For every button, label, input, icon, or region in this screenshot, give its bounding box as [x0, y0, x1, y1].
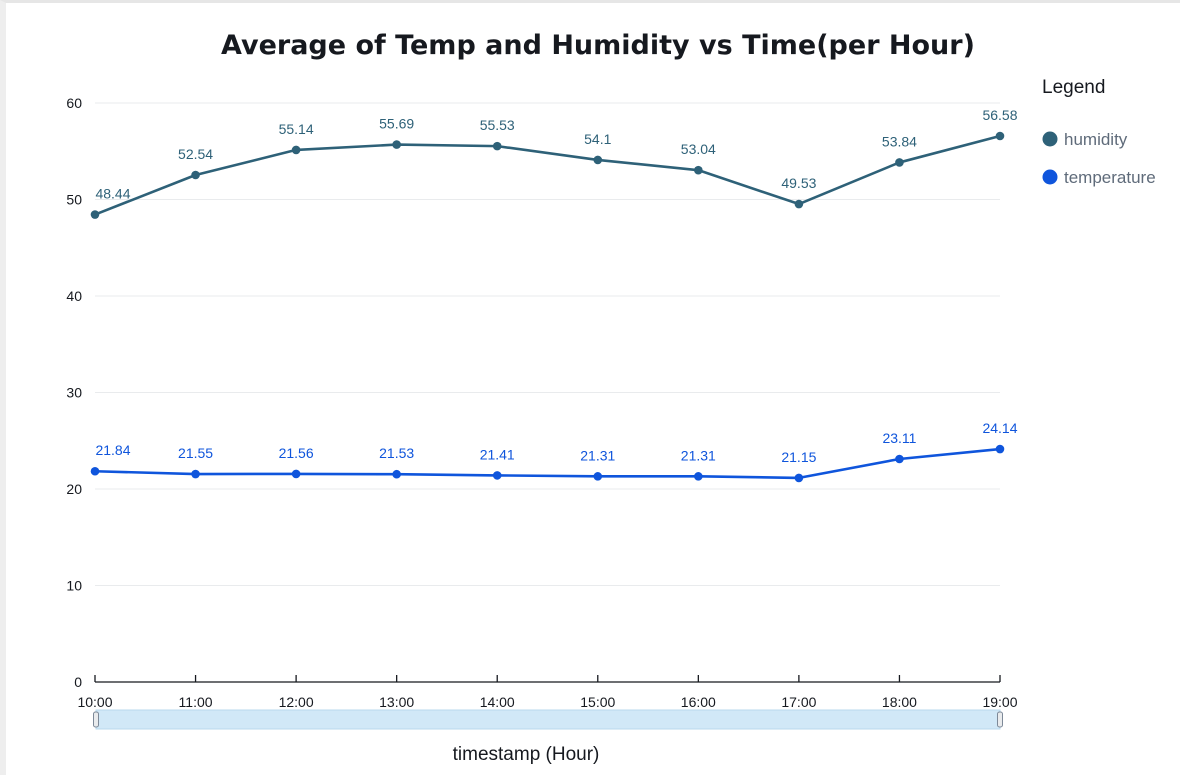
- legend-marker: [1042, 131, 1058, 147]
- data-point: [291, 145, 301, 155]
- data-point: [593, 155, 603, 165]
- data-label: 21.31: [681, 447, 716, 463]
- x-tick-label: 19:00: [982, 694, 1017, 710]
- x-tick-label: 13:00: [379, 694, 414, 710]
- data-label: 56.58: [982, 107, 1017, 123]
- data-label: 55.69: [379, 116, 414, 132]
- data-point: [392, 140, 401, 149]
- data-point: [392, 469, 401, 479]
- x-tick-label: 18:00: [882, 694, 917, 710]
- x-axis-title: timestamp (Hour): [453, 744, 600, 765]
- data-point: [492, 471, 502, 480]
- x-tick-label: 17:00: [781, 694, 816, 710]
- line-chart: Average of Temp and Humidity vs Time(per…: [66, 30, 1156, 765]
- data-point: [191, 469, 200, 479]
- legend-marker: [1042, 169, 1058, 185]
- y-tick-label: 30: [66, 385, 82, 401]
- data-label: 21.53: [379, 445, 414, 461]
- data-label: 21.55: [178, 445, 213, 461]
- series-lines: 48.44 52.54 55.14 55.69 55.53 54.1 53.04 49.53 5…: [90, 107, 1018, 483]
- data-point: [995, 131, 1005, 141]
- range-slider-track: [95, 709, 1001, 730]
- data-label: 21.56: [279, 445, 314, 461]
- data-label: 48.44: [95, 186, 130, 202]
- x-axis: 10:00 11:00 12:00 13:00 14:00 15:00 16:00 17:00…: [77, 675, 1018, 710]
- legend-label: temperature: [1064, 168, 1156, 187]
- data-label: 24.14: [982, 420, 1017, 436]
- data-point: [90, 466, 100, 476]
- range-slider[interactable]: [93, 709, 1003, 730]
- legend[interactable]: Legend humidity temperature: [1042, 77, 1156, 187]
- data-label: 21.41: [480, 446, 515, 462]
- legend-item-humidity[interactable]: humidity: [1042, 130, 1128, 149]
- data-label: 55.53: [480, 117, 515, 133]
- y-tick-label: 50: [66, 192, 82, 208]
- data-label: 54.1: [584, 131, 611, 147]
- y-axis: 0 10 20 30 40 50 60: [66, 95, 82, 690]
- series-humidity: 48.44 52.54 55.14 55.69 55.53 54.1 53.04 49.53 5…: [90, 107, 1018, 219]
- y-tick-label: 20: [66, 481, 82, 497]
- legend-title: Legend: [1042, 77, 1105, 98]
- y-tick-label: 0: [74, 674, 82, 690]
- x-tick-label: 12:00: [279, 694, 314, 710]
- y-tick-label: 10: [66, 578, 82, 594]
- data-point: [492, 141, 502, 151]
- series-line: [94, 134, 1001, 216]
- data-point: [291, 469, 301, 479]
- data-point: [895, 158, 904, 167]
- legend-label: humidity: [1064, 130, 1128, 149]
- data-label: 21.31: [580, 447, 615, 463]
- chart-title: Average of Temp and Humidity vs Time(per…: [221, 30, 975, 61]
- data-point: [794, 199, 804, 209]
- x-tick-label: 15:00: [580, 694, 615, 710]
- x-tick-label: 14:00: [480, 694, 515, 710]
- data-point: [794, 473, 804, 483]
- gridlines: [95, 102, 1000, 586]
- data-point: [694, 165, 703, 175]
- data-label: 23.11: [882, 430, 916, 446]
- series-temperature: 21.84 21.55 21.56 21.53 21.41 21.31 21.31 21.15…: [90, 420, 1018, 483]
- data-point: [995, 444, 1005, 454]
- x-tick-label: 11:00: [179, 694, 213, 710]
- data-label: 53.04: [681, 141, 716, 157]
- data-label: 53.84: [882, 133, 917, 149]
- data-label: 21.84: [95, 442, 130, 458]
- data-label: 49.53: [781, 175, 816, 191]
- x-tick-label: 16:00: [681, 694, 716, 710]
- data-point: [895, 454, 904, 464]
- legend-item-temperature[interactable]: temperature: [1042, 168, 1156, 187]
- data-label: 21.15: [781, 449, 816, 465]
- x-tick-label: 10:00: [77, 694, 112, 710]
- range-slider-end-handle[interactable]: [997, 711, 1003, 728]
- y-tick-label: 40: [66, 288, 82, 304]
- series-line: [94, 447, 1001, 480]
- data-label: 55.14: [279, 121, 314, 137]
- data-point: [191, 170, 200, 180]
- data-point: [694, 472, 703, 481]
- data-point: [593, 472, 603, 481]
- range-slider-start-handle[interactable]: [93, 711, 99, 728]
- data-point: [90, 210, 100, 219]
- y-tick-label: 60: [66, 95, 82, 111]
- data-label: 52.54: [178, 146, 213, 162]
